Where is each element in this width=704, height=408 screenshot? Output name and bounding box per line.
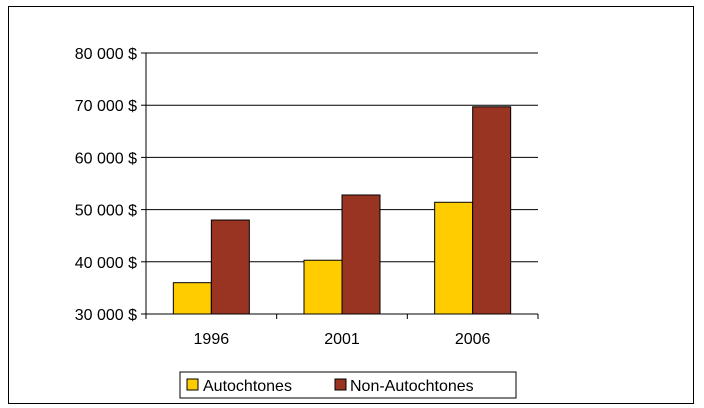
legend-label-autochtones: Autochtones <box>203 378 292 395</box>
y-tick-label: 80 000 $ <box>75 46 137 63</box>
x-tick-label: 2006 <box>455 331 491 348</box>
y-tick-label: 60 000 $ <box>75 150 137 167</box>
x-tick-label: 1996 <box>194 331 230 348</box>
y-tick-label: 70 000 $ <box>75 98 137 115</box>
legend-swatch-non-autochtones <box>335 379 346 390</box>
x-tick-labels: 1996 2001 2006 <box>194 331 491 348</box>
legend: Autochtones Non-Autochtones <box>180 372 516 398</box>
bar-autochtones-2001 <box>304 260 342 314</box>
x-tick-label: 2001 <box>324 331 360 348</box>
bar-non-autochtones-2001 <box>342 195 380 314</box>
bars <box>173 107 510 314</box>
y-tick-labels: 30 000 $ 40 000 $ 50 000 $ 60 000 $ 70 000 $… <box>75 46 137 324</box>
y-tick-label: 30 000 $ <box>75 307 137 324</box>
y-tick-label: 40 000 $ <box>75 255 137 272</box>
bar-non-autochtones-1996 <box>211 220 249 314</box>
legend-swatch-autochtones <box>187 379 198 390</box>
legend-label-non-autochtones: Non-Autochtones <box>350 378 474 395</box>
bar-autochtones-2006 <box>435 202 473 314</box>
y-tick-label: 50 000 $ <box>75 203 137 220</box>
bar-autochtones-1996 <box>173 283 211 314</box>
bar-non-autochtones-2006 <box>473 107 511 314</box>
